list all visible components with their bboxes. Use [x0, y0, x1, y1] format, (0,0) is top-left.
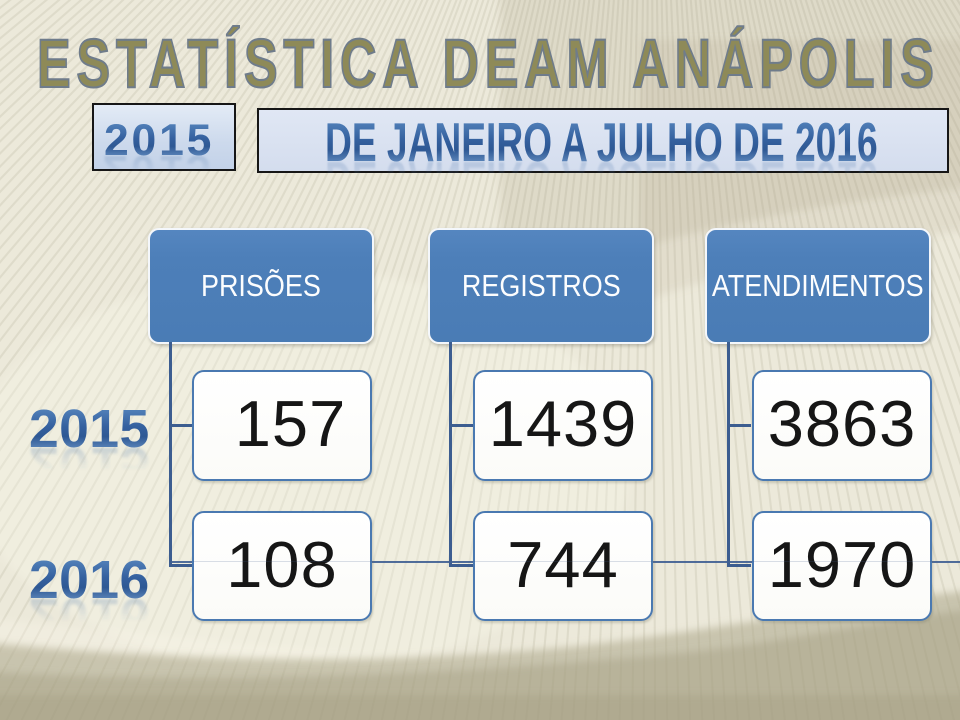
svg-text:2015: 2015 [103, 146, 213, 171]
svg-text:DE JANEIRO A JULHO DE 2016: DE JANEIRO A JULHO DE 2016 [325, 112, 878, 173]
svg-text:2015: 2015 [29, 436, 150, 495]
svg-text:2015: 2015 [104, 116, 214, 165]
svg-text:2016: 2016 [29, 587, 150, 646]
svg-text:2016: 2016 [29, 551, 150, 610]
svg-text:DE JANEIRO A JULHO DE 2016: DE JANEIRO A JULHO DE 2016 [325, 150, 878, 173]
svg-text:2015: 2015 [29, 400, 150, 459]
